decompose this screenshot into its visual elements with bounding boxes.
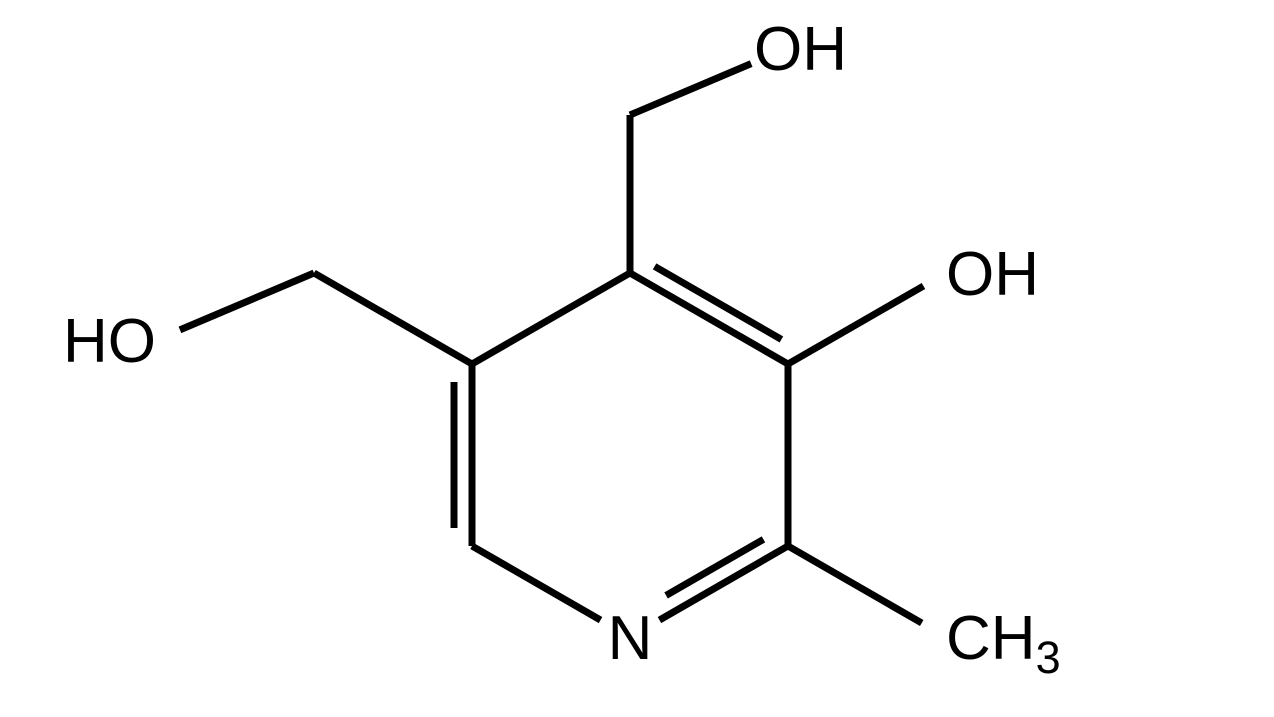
atom-label-oh3: OH xyxy=(946,240,1039,309)
atom-label-oh5: HO xyxy=(63,307,156,376)
atom-label-ch3: CH3 xyxy=(946,604,1061,683)
bond xyxy=(630,64,751,115)
molecule-diagram: N CH3 OH OH HO xyxy=(0,0,1274,717)
bond xyxy=(314,273,472,364)
bond xyxy=(659,539,788,620)
bond xyxy=(180,273,314,330)
labels-layer: N CH3 OH OH HO xyxy=(63,15,1061,683)
bond xyxy=(472,546,601,620)
bonds-layer xyxy=(180,64,924,623)
atom-label-oh4: OH xyxy=(754,15,847,84)
bond xyxy=(454,364,472,546)
bond xyxy=(788,546,922,623)
bond xyxy=(630,266,788,364)
atom-label-n: N xyxy=(608,604,653,673)
bond xyxy=(788,286,923,364)
bond xyxy=(472,273,630,364)
